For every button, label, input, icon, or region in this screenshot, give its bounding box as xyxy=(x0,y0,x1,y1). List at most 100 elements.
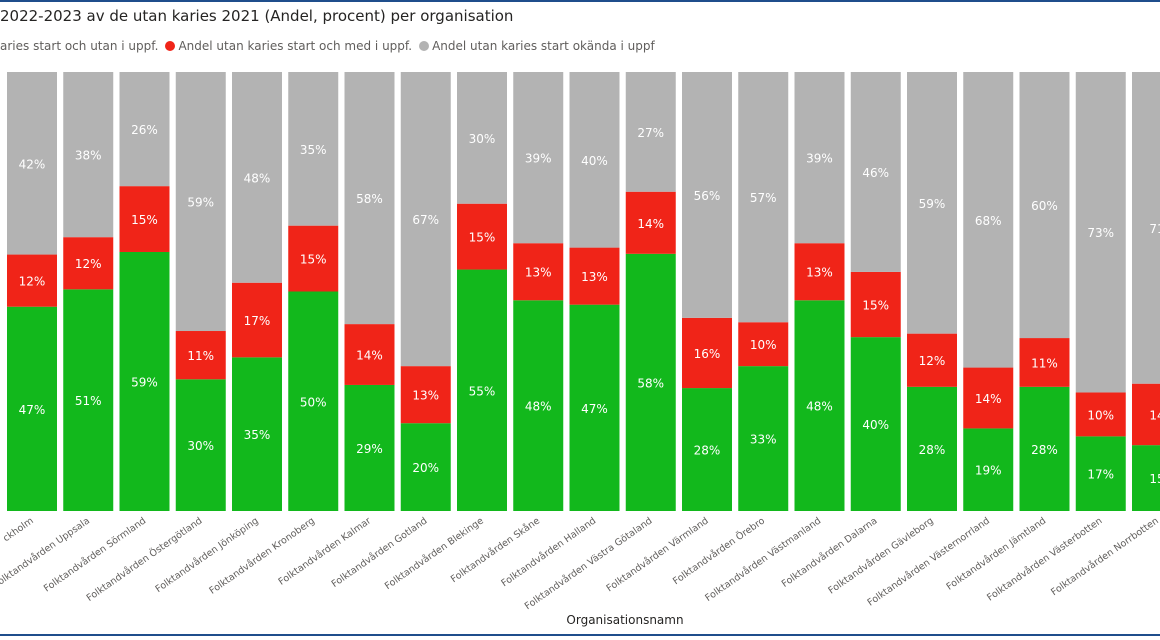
bar-segment-1-16[interactable] xyxy=(850,337,901,511)
data-label-2-21: 14 xyxy=(1149,408,1160,422)
x-tick-label-18: Folktandvården Västernorrland xyxy=(866,515,992,608)
bar-segment-1-12[interactable] xyxy=(625,253,676,511)
bar-segment-2-12[interactable] xyxy=(625,191,676,254)
data-label-3-10: 39% xyxy=(525,152,552,166)
bar-segment-2-19[interactable] xyxy=(1019,338,1070,387)
bar-segment-2-20[interactable] xyxy=(1075,392,1126,437)
legend-item-green[interactable]: aries start och utan i uppf. xyxy=(0,39,158,53)
legend-item-red[interactable]: Andel utan karies start och med i uppf. xyxy=(165,39,412,53)
frame-bottom-border xyxy=(0,634,1160,636)
bar-segment-2-17[interactable] xyxy=(907,333,957,387)
x-tick-label-19: Folktandvården Jämtland xyxy=(945,515,1049,592)
data-label-2-19: 11% xyxy=(1031,356,1058,370)
bar-segment-1-9[interactable] xyxy=(457,269,507,511)
bar-segment-1-15[interactable] xyxy=(794,300,845,511)
bar-segment-1-21[interactable] xyxy=(1132,445,1160,511)
bar-segment-2-2[interactable] xyxy=(63,237,114,290)
data-label-3-21: 71 xyxy=(1149,222,1160,236)
data-label-3-5: 48% xyxy=(244,171,271,185)
bar-segment-3-20[interactable] xyxy=(1075,72,1126,393)
data-label-1-11: 47% xyxy=(581,402,608,416)
data-label-2-5: 17% xyxy=(244,314,271,328)
bar-segment-3-1[interactable] xyxy=(7,72,57,255)
data-label-3-4: 59% xyxy=(187,196,214,210)
bar-segment-1-4[interactable] xyxy=(175,379,226,511)
bar-segment-3-14[interactable] xyxy=(738,72,789,323)
bar-segment-1-7[interactable] xyxy=(344,384,395,511)
bar-segment-2-5[interactable] xyxy=(232,282,282,358)
bar-segment-3-16[interactable] xyxy=(850,72,901,272)
bar-segment-1-5[interactable] xyxy=(232,357,282,511)
bar-segment-3-13[interactable] xyxy=(682,72,732,318)
x-tick-label-9: Folktandvården Blekinge xyxy=(383,515,486,592)
bar-segment-1-2[interactable] xyxy=(63,289,114,511)
bar-segment-1-1[interactable] xyxy=(7,306,57,511)
bar-segment-3-3[interactable] xyxy=(119,72,170,187)
bar-segment-3-9[interactable] xyxy=(457,72,507,204)
bar-segment-3-5[interactable] xyxy=(232,72,282,283)
data-label-1-17: 28% xyxy=(919,443,946,457)
bar-segment-2-4[interactable] xyxy=(175,331,226,380)
bar-segment-1-10[interactable] xyxy=(513,300,564,511)
data-label-2-3: 15% xyxy=(131,213,158,227)
bar-segment-2-11[interactable] xyxy=(569,247,620,305)
bar-segment-2-8[interactable] xyxy=(400,366,451,424)
data-label-1-4: 30% xyxy=(187,439,214,453)
bar-segment-1-18[interactable] xyxy=(963,428,1014,511)
x-tick-label-21: Folktandvården Norrbotten xyxy=(1049,515,1160,598)
bar-segment-1-11[interactable] xyxy=(569,304,620,511)
data-label-1-13: 28% xyxy=(694,444,721,458)
data-label-3-9: 30% xyxy=(469,132,496,146)
data-label-2-16: 15% xyxy=(862,299,889,313)
data-label-1-15: 48% xyxy=(806,400,833,414)
data-label-2-4: 11% xyxy=(187,349,214,363)
bar-segment-1-14[interactable] xyxy=(738,366,789,511)
x-tick-label-4: Folktandvården Östergötland xyxy=(85,515,205,604)
legend-item-grey[interactable]: Andel utan karies start okända i uppf xyxy=(419,39,655,53)
bar-segment-2-1[interactable] xyxy=(7,254,57,307)
x-tick-label-8: Folktandvården Gotland xyxy=(330,515,430,590)
bar-segment-3-7[interactable] xyxy=(344,72,395,325)
data-label-2-2: 12% xyxy=(75,257,102,271)
bar-segment-3-4[interactable] xyxy=(175,72,226,332)
bar-segment-2-16[interactable] xyxy=(850,271,901,338)
bar-segment-1-13[interactable] xyxy=(682,388,732,511)
bar-segment-3-6[interactable] xyxy=(288,72,339,226)
bar-segment-2-15[interactable] xyxy=(794,243,845,301)
bar-segment-2-9[interactable] xyxy=(457,203,507,270)
bar-segment-3-10[interactable] xyxy=(513,72,564,244)
bar-segment-2-6[interactable] xyxy=(288,225,339,292)
bar-segment-3-21[interactable] xyxy=(1132,72,1160,384)
bar-segment-3-15[interactable] xyxy=(794,72,845,244)
bar-segment-3-8[interactable] xyxy=(400,72,451,367)
bar-segment-1-6[interactable] xyxy=(288,291,339,512)
bar-segment-2-13[interactable] xyxy=(682,317,732,389)
x-tick-label-5: Folktandvården Jönköping xyxy=(154,515,261,595)
bar-segment-1-3[interactable] xyxy=(119,251,170,512)
bar-segment-3-17[interactable] xyxy=(907,72,957,334)
bar-segment-3-12[interactable] xyxy=(625,72,676,192)
bar-segment-2-18[interactable] xyxy=(963,367,1014,429)
bar-segment-3-18[interactable] xyxy=(963,72,1014,368)
bar-segment-1-17[interactable] xyxy=(907,386,957,511)
data-label-3-7: 58% xyxy=(356,192,383,206)
bar-segment-2-7[interactable] xyxy=(344,324,395,385)
bar-segment-2-3[interactable] xyxy=(119,186,170,252)
data-label-3-2: 38% xyxy=(75,149,102,163)
data-label-1-2: 51% xyxy=(75,394,102,408)
data-label-1-18: 19% xyxy=(975,464,1002,478)
legend: aries start och utan i uppf. Andel utan … xyxy=(0,39,662,53)
bar-segment-3-11[interactable] xyxy=(569,72,620,248)
bar-segment-1-8[interactable] xyxy=(400,423,451,511)
bar-segment-1-19[interactable] xyxy=(1019,386,1070,511)
bar-segment-3-19[interactable] xyxy=(1019,72,1070,339)
bar-segment-2-14[interactable] xyxy=(738,322,789,367)
x-tick-label-7: Folktandvården Kalmar xyxy=(277,515,374,587)
data-label-2-8: 13% xyxy=(412,389,439,403)
bar-segment-2-21[interactable] xyxy=(1132,383,1160,446)
bar-segment-2-10[interactable] xyxy=(513,243,564,301)
data-label-1-12: 58% xyxy=(637,376,664,390)
data-label-1-6: 50% xyxy=(300,395,327,409)
bar-segment-3-2[interactable] xyxy=(63,72,114,238)
bar-segment-1-20[interactable] xyxy=(1075,436,1126,511)
